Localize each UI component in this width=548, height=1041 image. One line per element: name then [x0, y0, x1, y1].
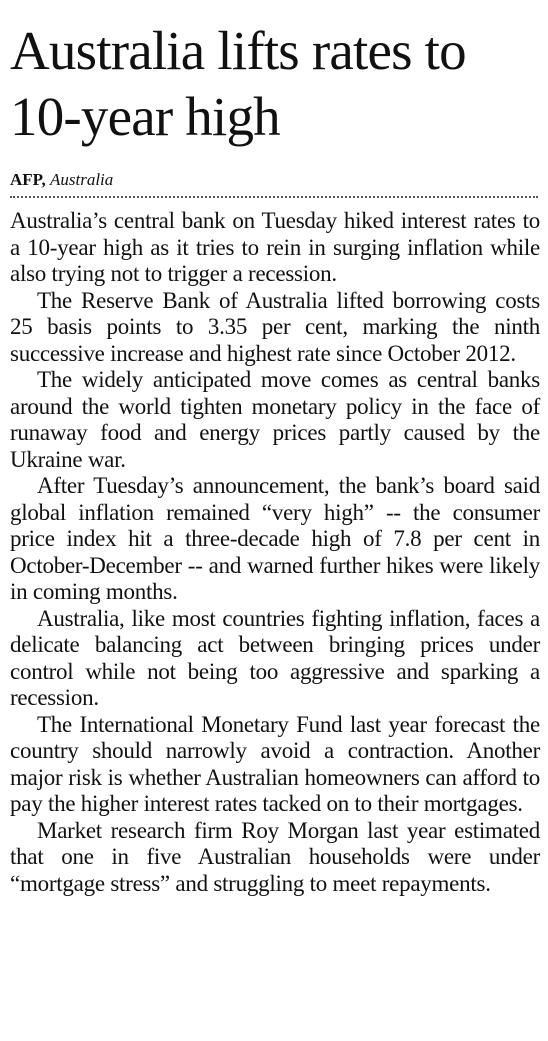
article-body: Australia’s central bank on Tuesday hike… [10, 208, 540, 897]
paragraph: Australia’s central bank on Tuesday hike… [10, 208, 540, 286]
divider [10, 196, 538, 198]
headline: Australia lifts rates to 10-year high [10, 20, 467, 147]
agency: AFP, [10, 170, 46, 189]
paragraph: Australia, like most countries fighting … [10, 605, 540, 711]
paragraph: The Reserve Bank of Australia lifted bor… [10, 287, 540, 366]
byline: AFP, Australia [10, 170, 540, 190]
paragraph: Market research firm Roy Morgan last yea… [10, 817, 540, 896]
location: Australia [50, 170, 114, 189]
paragraph: After Tuesday’s announcement, the bank’s… [10, 473, 540, 604]
paragraph: The widely anticipated move comes as cen… [10, 367, 540, 472]
paragraph: The International Monetary Fund last yea… [10, 711, 540, 817]
